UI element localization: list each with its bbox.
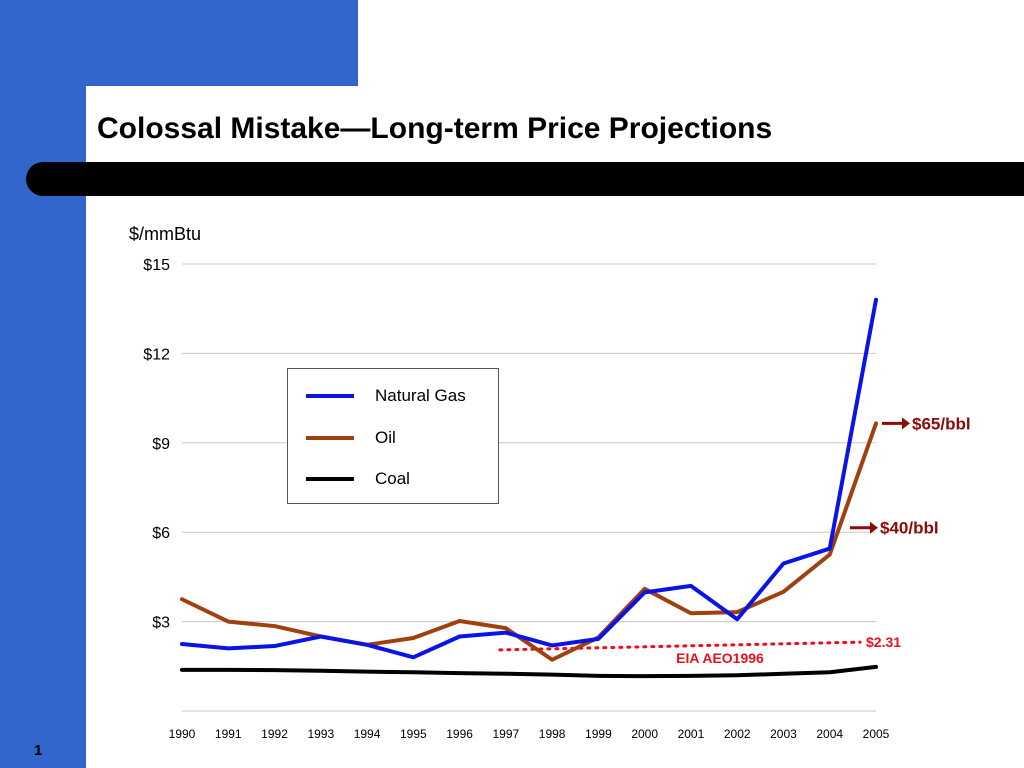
- legend-swatch-oil: [306, 436, 354, 440]
- legend-label-natural-gas: Natural Gas: [375, 386, 466, 405]
- y-axis-title: $/mmBtu: [129, 224, 201, 244]
- page-number: 1: [34, 742, 43, 759]
- x-tick-label: 1999: [585, 727, 612, 741]
- x-tick-label: 1995: [400, 727, 427, 741]
- x-tick-label: 1998: [539, 727, 566, 741]
- x-tick-label: 1996: [446, 727, 473, 741]
- x-tick-label: 2001: [678, 727, 705, 741]
- legend-item-oil: Oil: [288, 428, 498, 448]
- x-tick-label: 2005: [863, 727, 890, 741]
- y-tick-label: $6: [152, 525, 170, 542]
- x-tick-label: 1991: [215, 727, 242, 741]
- chart-legend: Natural Gas Oil Coal: [287, 368, 499, 504]
- x-tick-label: 2000: [631, 727, 658, 741]
- series-line-coal: [180, 664, 878, 679]
- series-line-natural-gas: [180, 297, 878, 660]
- legend-swatch-natural-gas: [306, 394, 354, 398]
- slide-title: Colossal Mistake—Long-term Price Project…: [97, 112, 773, 145]
- left-sidebar-bar: [0, 0, 86, 768]
- annotation-label: $40/bbl: [880, 519, 939, 538]
- x-tick-label: 2003: [770, 727, 797, 741]
- legend-item-natural-gas: Natural Gas: [288, 386, 498, 406]
- x-tick-label: 1997: [493, 727, 520, 741]
- x-tick-label: 2004: [816, 727, 843, 741]
- slide-content-panel: [86, 86, 1024, 768]
- series-line-oil: [180, 421, 878, 662]
- y-tick-label: $9: [152, 436, 170, 453]
- y-tick-label: $12: [143, 346, 170, 363]
- legend-swatch-coal: [306, 477, 354, 481]
- annotation-arrow-icon: [870, 521, 878, 534]
- x-tick-label: 1994: [354, 727, 381, 741]
- x-tick-label: 1992: [261, 727, 288, 741]
- legend-label-coal: Coal: [375, 469, 410, 488]
- x-tick-label: 1990: [169, 727, 196, 741]
- x-tick-label: 2002: [724, 727, 751, 741]
- projection-label: EIA AEO1996: [676, 650, 764, 666]
- x-tick-label: 1993: [307, 727, 334, 741]
- projection-value-label: $2.31: [866, 634, 901, 650]
- y-tick-label: $15: [143, 257, 170, 274]
- top-corner-block: [0, 0, 358, 86]
- legend-label-oil: Oil: [375, 428, 396, 447]
- annotation-label: $65/bbl: [912, 414, 971, 433]
- legend-item-coal: Coal: [288, 469, 498, 489]
- y-tick-label: $3: [152, 615, 170, 632]
- title-underline-bar: [26, 162, 1024, 196]
- annotation-arrow-icon: [902, 417, 910, 430]
